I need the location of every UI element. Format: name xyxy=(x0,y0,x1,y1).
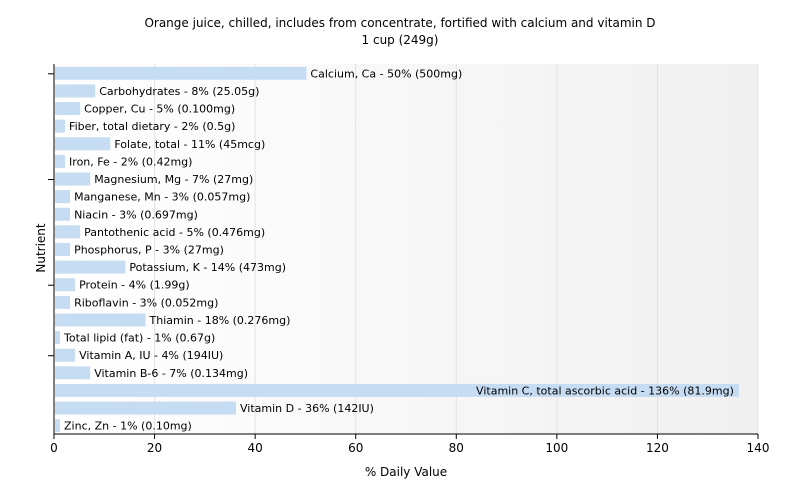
bar-label: Copper, Cu - 5% (0.100mg) xyxy=(84,103,235,116)
bar-label: Iron, Fe - 2% (0.42mg) xyxy=(69,155,192,168)
bar xyxy=(55,137,111,151)
plot-area xyxy=(54,64,758,434)
bar-label: Niacin - 3% (0.697mg) xyxy=(74,208,198,221)
bar xyxy=(55,295,71,309)
bar xyxy=(55,331,61,345)
bar-label: Vitamin B-6 - 7% (0.134mg) xyxy=(94,367,248,380)
bar-label: Vitamin D - 36% (142IU) xyxy=(240,402,374,415)
bar-label: Total lipid (fat) - 1% (0.67g) xyxy=(63,332,215,345)
bar-labels: Calcium, Ca - 50% (500mg) Carbohydrates -… xyxy=(63,67,734,432)
bar-label: Thiamin - 18% (0.276mg) xyxy=(149,314,291,327)
bars xyxy=(55,66,739,433)
bar-label: Phosphorus, P - 3% (27mg) xyxy=(74,244,224,257)
bar-label: Carbohydrates - 8% (25.05g) xyxy=(99,85,259,98)
bar xyxy=(55,66,307,80)
bar-label: Riboflavin - 3% (0.052mg) xyxy=(74,296,218,309)
bar xyxy=(55,84,96,98)
bar-label: Manganese, Mn - 3% (0.057mg) xyxy=(74,191,250,204)
chart-subtitle: 1 cup (249g) xyxy=(362,33,439,47)
bar-label: Vitamin C, total ascorbic acid - 136% (8… xyxy=(476,384,734,397)
bar-label: Pantothenic acid - 5% (0.476mg) xyxy=(84,226,265,239)
bar xyxy=(55,154,66,168)
x-tick-label: 0 xyxy=(50,441,58,455)
bar-label: Vitamin A, IU - 4% (194IU) xyxy=(79,349,223,362)
bar xyxy=(55,313,146,327)
bar-label: Fiber, total dietary - 2% (0.5g) xyxy=(69,120,235,133)
bar xyxy=(55,419,61,433)
bar-label: Potassium, K - 14% (473mg) xyxy=(129,261,286,274)
x-tick-label: 120 xyxy=(646,441,669,455)
x-tick-label: 140 xyxy=(747,441,770,455)
bar xyxy=(55,102,81,116)
x-tick-label: 80 xyxy=(449,441,464,455)
bar xyxy=(55,225,81,239)
bar xyxy=(55,348,76,362)
bar xyxy=(55,260,126,274)
bar-label: Folate, total - 11% (45mcg) xyxy=(114,138,265,151)
x-tick-label: 60 xyxy=(348,441,363,455)
x-tick-label: 40 xyxy=(248,441,263,455)
y-axis-label: Nutrient xyxy=(34,223,48,273)
chart-title: Orange juice, chilled, includes from con… xyxy=(144,16,655,30)
bar xyxy=(55,278,76,292)
bar xyxy=(55,383,739,397)
bar-label: Calcium, Ca - 50% (500mg) xyxy=(310,67,462,80)
bar-label: Magnesium, Mg - 7% (27mg) xyxy=(94,173,253,186)
bar-label: Zinc, Zn - 1% (0.10mg) xyxy=(64,420,192,433)
bar xyxy=(55,401,237,415)
bar xyxy=(55,190,71,204)
bar xyxy=(55,172,91,186)
axes: 0 20 40 60 80 100 120 140 xyxy=(48,64,769,455)
x-tick-label: 20 xyxy=(147,441,162,455)
bar-label: Protein - 4% (1.99g) xyxy=(79,279,190,292)
bar xyxy=(55,366,91,380)
bar xyxy=(55,243,71,256)
x-tick-label: 100 xyxy=(545,441,568,455)
bar xyxy=(55,119,66,133)
bar xyxy=(55,207,71,221)
grid-lines xyxy=(154,64,759,434)
x-axis-label: % Daily Value xyxy=(365,465,447,479)
